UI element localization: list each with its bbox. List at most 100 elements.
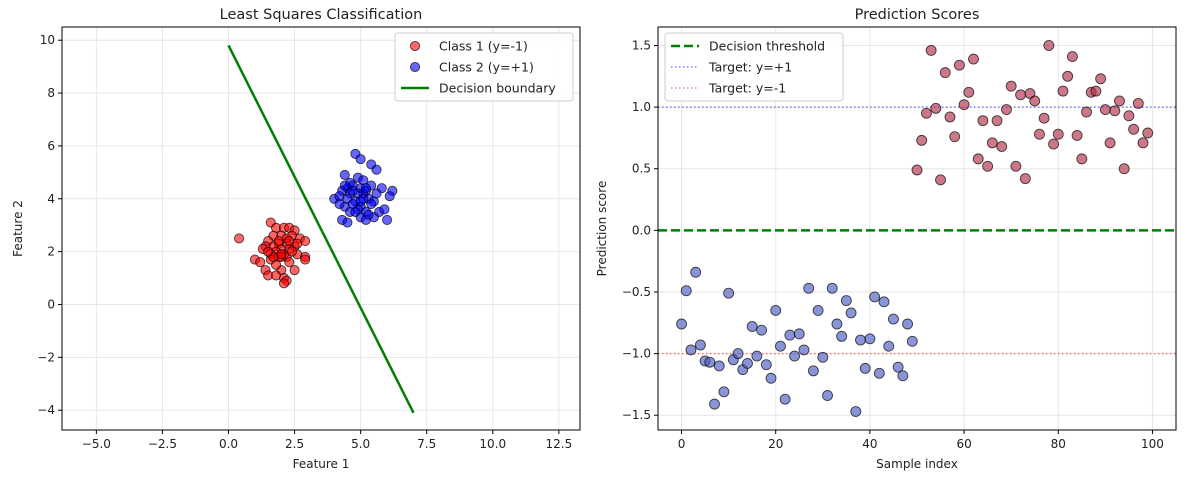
legend: Class 1 (y=-1) Class 2 (y=+1) Decision bou… <box>394 32 574 102</box>
x-tick-label: 80 <box>1051 437 1066 451</box>
data-point <box>234 233 245 244</box>
data-point <box>300 254 311 265</box>
data-point <box>1099 104 1111 116</box>
chart-title: Prediction Scores <box>855 7 980 23</box>
legend-box <box>664 32 844 102</box>
chart-title: Least Squares Classification <box>220 7 423 23</box>
data-point <box>916 134 928 146</box>
data-point <box>850 406 862 417</box>
data-point <box>982 160 994 172</box>
data-point <box>864 333 876 345</box>
data-point <box>812 305 824 316</box>
data-point <box>855 334 866 346</box>
data-point <box>883 340 895 352</box>
data-point <box>713 360 725 372</box>
x-tick-label: 0 <box>678 437 686 451</box>
data-point <box>263 246 274 257</box>
data-point <box>1114 95 1125 107</box>
data-point <box>784 329 796 341</box>
data-point <box>1109 105 1121 117</box>
x-tick-label: 40 <box>862 437 877 451</box>
x-tick-label: 7.5 <box>417 437 436 451</box>
data-point <box>382 214 393 225</box>
data-point <box>363 209 374 220</box>
y-axis-label: Feature 2 <box>11 200 25 257</box>
data-point <box>718 386 730 398</box>
legend-label: Decision threshold <box>709 39 825 54</box>
data-point <box>278 278 290 289</box>
data-point <box>939 67 951 79</box>
data-point <box>897 370 909 382</box>
y-tick-label: 0 <box>47 297 55 311</box>
y-tick-label: 6 <box>47 139 55 153</box>
legend-box <box>394 32 574 102</box>
data-point <box>360 183 371 194</box>
data-point <box>1066 51 1078 63</box>
x-tick-label: −2.5 <box>148 437 177 451</box>
plot-area <box>658 40 1176 417</box>
data-point <box>276 249 287 260</box>
x-tick-label: −5.0 <box>82 437 111 451</box>
data-point <box>1043 40 1055 51</box>
data-point <box>930 102 942 114</box>
axes-frame <box>657 26 1177 431</box>
chart-panel-2: 0 20 40 60 80 100 −1.5 −1.0 −0.5 0.0 0.5 1.0 1.5 Pred… <box>595 7 1177 471</box>
data-point <box>986 137 998 149</box>
data-point <box>760 359 772 371</box>
data-point <box>1132 97 1144 109</box>
x-tick-label: 10.0 <box>479 437 506 451</box>
y-tick-label: −4 <box>37 403 55 417</box>
data-point <box>779 393 791 405</box>
data-point <box>1071 130 1083 141</box>
x-tick-label: 2.5 <box>285 437 304 451</box>
data-point <box>746 321 758 332</box>
data-point <box>1001 104 1012 116</box>
x-tick-label: 20 <box>768 437 783 451</box>
chart-panel-1: −5.0 −2.5 0.0 2.5 5.0 7.5 10.0 12.5 −4 −2 0 2 4 6 8 10 L… <box>11 7 581 471</box>
data-point <box>902 318 914 330</box>
data-point <box>944 111 956 123</box>
y-tick-label: 0.5 <box>632 162 651 176</box>
data-point <box>756 324 768 336</box>
data-point <box>1137 137 1149 149</box>
x-tick-label: 5.0 <box>351 437 370 451</box>
legend-label: Class 2 (y=+1) <box>439 60 534 75</box>
data-point <box>371 188 382 199</box>
data-point <box>840 295 852 307</box>
data-point <box>968 53 979 65</box>
x-tick-label: 100 <box>1141 437 1164 451</box>
data-point <box>836 330 848 342</box>
legend-marker-icon <box>409 40 421 52</box>
data-point <box>845 307 857 319</box>
data-point <box>384 191 395 202</box>
data-point <box>1118 163 1130 175</box>
y-tick-label: 4 <box>47 192 55 206</box>
data-point <box>892 361 904 373</box>
data-point <box>888 313 899 325</box>
y-tick-label: 0.0 <box>632 223 651 237</box>
data-point <box>1123 110 1135 122</box>
data-point <box>676 318 687 330</box>
data-point <box>953 59 965 71</box>
data-point <box>1010 160 1022 172</box>
data-point <box>1005 80 1017 92</box>
data-point <box>255 257 266 268</box>
data-point <box>878 296 890 308</box>
data-point <box>355 154 366 165</box>
data-point <box>963 86 975 98</box>
data-point <box>972 153 984 165</box>
data-point <box>339 180 350 191</box>
data-point <box>694 339 706 351</box>
data-point <box>690 266 702 278</box>
axes-frame <box>61 26 581 431</box>
x-axis-label: Sample index <box>876 457 958 471</box>
data-point <box>379 204 390 215</box>
data-point <box>920 107 932 119</box>
x-tick-label: 60 <box>956 437 971 451</box>
data-point <box>680 285 692 297</box>
data-point <box>822 390 833 401</box>
x-tick-label: 12.5 <box>545 437 572 451</box>
data-point <box>1128 123 1140 135</box>
data-point <box>859 362 871 374</box>
